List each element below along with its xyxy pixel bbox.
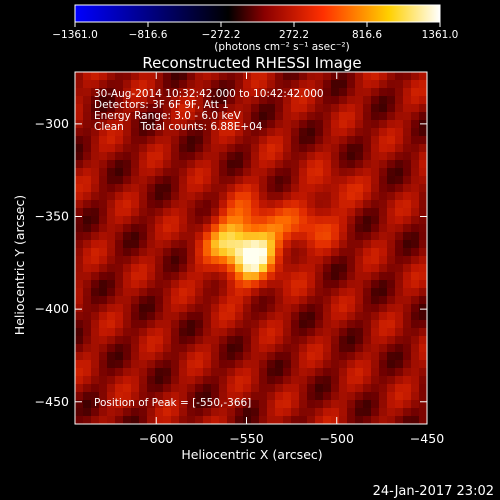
annotation-detectors: Detectors: 3F 6F 9F, Att 1 [94,99,229,111]
x-tick-label: −550 [229,431,263,446]
footer-timestamp: 24-Jan-2017 23:02 [373,484,494,499]
chart-title: Reconstructed RHESSI Image [142,54,361,72]
y-tick-label: −400 [35,301,69,316]
image-pixels [75,72,427,424]
y-tick-label: −350 [35,209,69,224]
x-tick-label: −500 [320,431,354,446]
y-axis-label: Heliocentric Y (arcsec) [12,195,27,335]
colorbar-tick-label: −272.2 [202,29,241,41]
colorbar [74,4,441,23]
y-tick-label: −450 [35,394,69,409]
annotation-time-range: 30-Aug-2014 10:32:42.000 to 10:42:42.000 [94,88,324,100]
colorbar-tick-label: −1361.0 [52,29,98,41]
colorbar-tick-label: −816.6 [129,29,168,41]
x-tick-label: −600 [139,431,173,446]
colorbar-tick-label: 1361.0 [422,29,459,41]
annotation-energy-range: Energy Range: 3.0 - 6.0 keV [94,110,242,122]
image-area [75,72,427,424]
annotation-block: 30-Aug-2014 10:32:42.000 to 10:42:42.000… [94,88,324,133]
peak-position-label: Position of Peak = [-550,-366] [94,397,251,409]
plot-frame [74,71,428,425]
colorbar-unit-label: (photons cm⁻² s⁻¹ asec⁻²) [214,41,349,53]
y-axis-ticks: −300 −350 −400 −450 [35,116,427,409]
x-axis-ticks: −600 −550 −500 −450 [139,72,444,446]
annotation-clean-counts: Clean Total counts: 6.88E+04 [94,121,263,133]
colorbar-ticks: −1361.0 −816.6 −272.2 272.2 816.6 1361.0 [52,22,458,41]
colorbar-tick-label: 816.6 [352,29,382,41]
colorbar-tick-label: 272.2 [279,29,309,41]
y-tick-label: −300 [35,116,69,131]
x-axis-label: Heliocentric X (arcsec) [181,447,322,462]
x-tick-label: −450 [410,431,444,446]
